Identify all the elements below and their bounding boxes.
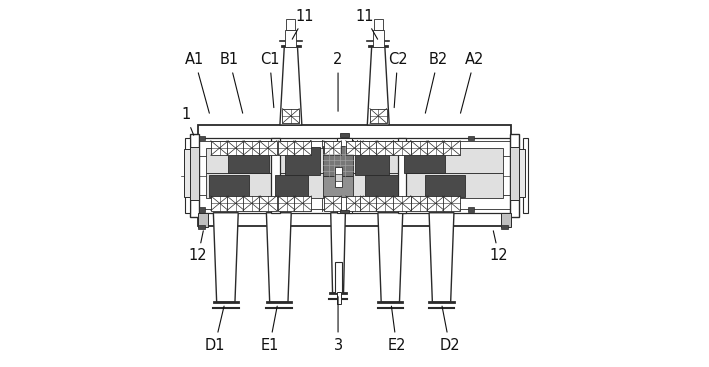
Bar	[278, 141, 296, 155]
Bar	[227, 196, 245, 211]
Text: A2: A2	[461, 52, 484, 113]
Bar	[373, 30, 384, 47]
Bar	[294, 141, 311, 155]
Polygon shape	[213, 213, 238, 302]
Bar	[243, 141, 260, 155]
Bar	[337, 292, 340, 304]
Bar	[340, 210, 349, 214]
Bar	[206, 173, 503, 198]
Bar	[275, 175, 308, 197]
Bar	[427, 141, 445, 155]
Bar	[340, 133, 349, 137]
Bar	[227, 141, 245, 155]
Text: 2: 2	[333, 52, 342, 111]
Bar	[346, 141, 363, 155]
Bar	[337, 138, 352, 213]
Bar	[523, 138, 528, 213]
Bar	[376, 141, 393, 155]
Polygon shape	[378, 213, 403, 302]
Polygon shape	[367, 46, 389, 125]
Text: E1: E1	[260, 306, 279, 353]
Bar	[425, 175, 465, 197]
Bar	[335, 262, 342, 293]
Text: C2: C2	[388, 52, 408, 108]
Text: B2: B2	[425, 52, 447, 113]
Bar	[335, 174, 342, 181]
Bar	[323, 146, 353, 176]
Bar	[278, 196, 296, 211]
Bar	[199, 136, 206, 140]
Bar	[324, 196, 341, 211]
Bar	[286, 30, 296, 47]
Bar	[393, 196, 411, 211]
Bar	[184, 149, 189, 197]
Bar	[370, 109, 386, 123]
Text: 11: 11	[292, 8, 314, 39]
Bar	[209, 175, 249, 197]
Polygon shape	[429, 213, 454, 302]
Bar	[185, 138, 190, 213]
Bar	[198, 225, 206, 229]
Bar	[323, 176, 353, 197]
Bar	[376, 196, 393, 211]
Bar	[211, 196, 228, 211]
Bar	[189, 147, 199, 200]
Bar	[199, 207, 206, 212]
Bar	[324, 141, 341, 155]
Bar	[501, 225, 508, 229]
Text: D1: D1	[205, 306, 225, 353]
Text: B1: B1	[220, 52, 242, 113]
Text: A1: A1	[185, 52, 209, 113]
Bar	[510, 147, 520, 200]
Bar	[411, 196, 428, 211]
Bar	[211, 141, 228, 155]
Bar	[442, 196, 460, 211]
Bar	[271, 138, 280, 213]
Bar	[427, 196, 445, 211]
Bar	[411, 141, 428, 155]
Bar	[393, 141, 411, 155]
Bar	[335, 167, 342, 187]
Polygon shape	[280, 46, 302, 125]
Bar	[294, 196, 311, 211]
Bar	[354, 147, 389, 175]
Bar	[404, 147, 445, 173]
Polygon shape	[267, 213, 291, 302]
Bar	[198, 213, 208, 228]
Bar	[501, 213, 511, 228]
Bar	[398, 138, 406, 213]
Bar	[520, 149, 525, 197]
Bar	[259, 141, 277, 155]
Bar	[189, 134, 199, 217]
Bar	[259, 196, 277, 211]
Text: 11: 11	[355, 8, 378, 39]
Polygon shape	[330, 213, 345, 293]
Bar	[442, 141, 460, 155]
Text: D2: D2	[440, 306, 460, 353]
Bar	[282, 109, 299, 123]
Text: 12: 12	[189, 231, 207, 264]
Bar	[206, 148, 503, 172]
Bar	[360, 141, 378, 155]
Bar	[346, 196, 363, 211]
Bar	[374, 19, 383, 30]
Bar	[365, 175, 398, 197]
Text: 1: 1	[181, 107, 194, 135]
Text: C1: C1	[260, 52, 279, 108]
Bar	[468, 207, 474, 212]
Bar	[243, 196, 260, 211]
Bar	[360, 196, 378, 211]
Text: 12: 12	[490, 231, 508, 264]
Bar	[228, 147, 269, 173]
Text: E2: E2	[387, 306, 406, 353]
Bar	[286, 19, 295, 30]
Bar	[198, 125, 511, 226]
Bar	[510, 134, 520, 217]
Bar	[468, 136, 474, 140]
Bar	[285, 147, 320, 175]
Text: 3: 3	[333, 297, 342, 353]
